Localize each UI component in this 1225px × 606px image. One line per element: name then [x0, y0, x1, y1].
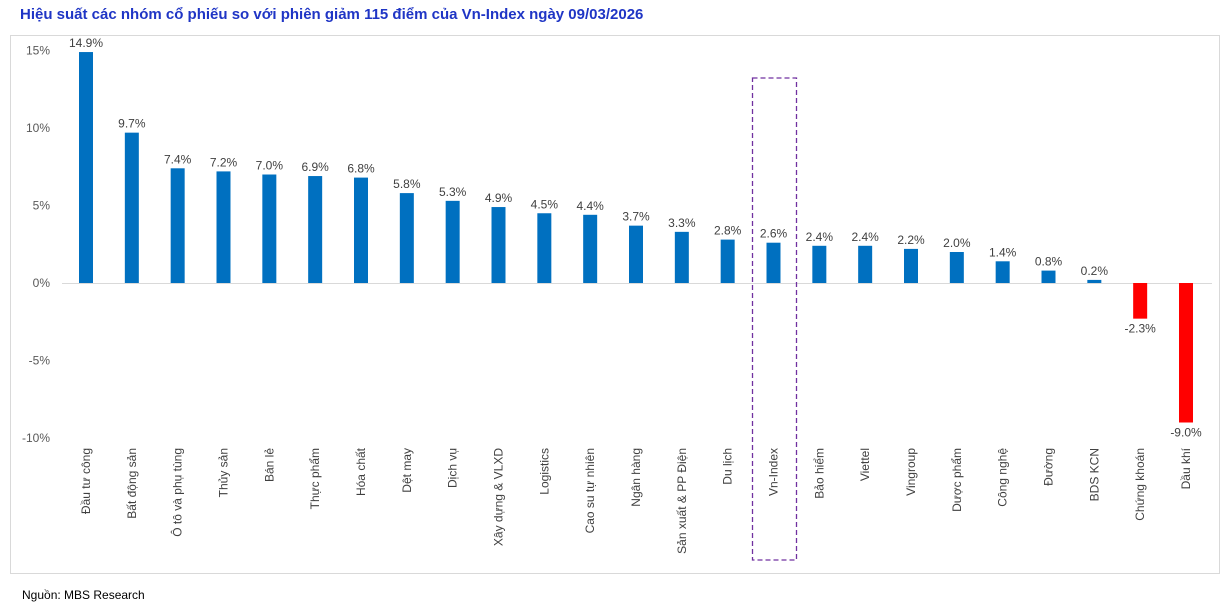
x-tick-label: Dệt may — [400, 448, 414, 493]
data-label: 2.2% — [897, 233, 925, 247]
bar — [720, 239, 735, 283]
x-tick-label: Sản xuất & PP Điện — [675, 448, 689, 554]
x-tick-label: Dược phẩm — [950, 448, 964, 512]
bar — [583, 214, 598, 283]
data-label: 2.0% — [943, 236, 971, 250]
y-tick-label: 10% — [26, 121, 50, 135]
x-tick-label: Ô tô và phụ tùng — [170, 448, 185, 537]
bar — [216, 171, 231, 283]
bar — [170, 168, 185, 283]
chart-title: Hiệu suất các nhóm cổ phiếu so với phiên… — [20, 6, 644, 23]
bar — [904, 248, 918, 283]
source-note: Nguồn: MBS Research — [22, 588, 145, 602]
bar — [812, 245, 827, 283]
data-label: 3.7% — [622, 210, 650, 224]
x-tick-label: Đường — [1042, 448, 1056, 486]
bar — [537, 213, 552, 283]
data-label: 0.8% — [1035, 255, 1063, 269]
x-tick-label: Bán lẻ — [262, 448, 276, 482]
highlight-box — [751, 77, 798, 561]
data-label: 4.5% — [531, 197, 559, 211]
y-tick-label: 0% — [33, 276, 51, 290]
data-label: 0.2% — [1081, 264, 1109, 278]
x-tick-label: Ngân hàng — [629, 448, 643, 507]
x-tick-label: Cao su tự nhiên — [583, 448, 597, 533]
x-tick-label: Logistics — [537, 448, 551, 495]
x-tick-label: Viettel — [858, 448, 872, 481]
x-tick-label: Chứng khoán — [1133, 448, 1147, 521]
data-label: 4.9% — [485, 191, 513, 205]
data-label: 3.3% — [668, 216, 696, 230]
bar — [858, 245, 873, 283]
bar — [308, 176, 323, 283]
bar — [79, 52, 93, 283]
x-tick-label: Đầu tư công — [79, 448, 93, 514]
bar — [766, 242, 781, 283]
bar — [629, 225, 643, 283]
bar — [445, 200, 460, 283]
bar — [491, 207, 506, 283]
x-tick-label: Bất động sản — [125, 448, 139, 519]
data-label: 2.4% — [851, 230, 879, 244]
data-label: 1.4% — [989, 245, 1017, 259]
data-label: 4.4% — [576, 199, 604, 213]
data-label: 7.2% — [210, 155, 238, 169]
x-tick-label: Bảo hiểm — [812, 448, 826, 499]
data-label: 2.6% — [760, 227, 788, 241]
data-label: -9.0% — [1170, 426, 1202, 440]
x-tick-label: Công nghệ — [996, 448, 1010, 507]
bar — [1041, 270, 1056, 283]
y-tick-label: 5% — [33, 199, 51, 213]
data-label: 7.4% — [164, 152, 192, 166]
data-label: 9.7% — [118, 117, 146, 131]
bar — [995, 261, 1010, 283]
bar — [949, 252, 964, 283]
data-label: 14.9% — [69, 36, 103, 50]
y-tick-label: 15% — [26, 44, 50, 58]
bar — [354, 177, 368, 283]
bar — [399, 193, 414, 283]
x-tick-label: Dầu khí — [1179, 447, 1193, 489]
data-label: 2.4% — [806, 230, 834, 244]
x-tick-label: Vn-Index — [767, 448, 781, 496]
y-tick-label: -10% — [22, 431, 50, 445]
bar — [262, 174, 277, 283]
data-label: 7.0% — [256, 159, 284, 173]
x-tick-label: Thực phẩm — [308, 448, 322, 509]
x-tick-label: Xây dựng & VLXD — [492, 448, 506, 546]
data-label: 6.8% — [347, 162, 375, 176]
x-tick-label: Du lịch — [721, 448, 735, 485]
x-tick-label: Dịch vụ — [446, 448, 460, 488]
bar — [674, 231, 689, 283]
bar — [124, 132, 139, 283]
data-label: -2.3% — [1124, 322, 1156, 336]
x-tick-label: Hóa chất — [354, 447, 368, 496]
data-label: 6.9% — [301, 160, 329, 174]
bar — [1179, 283, 1193, 423]
x-tick-label: Thủy sản — [217, 448, 231, 497]
y-tick-label: -5% — [29, 354, 51, 368]
plot-frame — [10, 35, 1220, 574]
x-tick-label: BDS KCN — [1087, 448, 1101, 501]
x-tick-label: Vingroup — [904, 448, 918, 496]
data-label: 2.8% — [714, 224, 742, 238]
data-label: 5.3% — [439, 185, 467, 199]
bar — [1087, 279, 1102, 283]
bar — [1133, 283, 1148, 319]
data-label: 5.8% — [393, 177, 421, 191]
